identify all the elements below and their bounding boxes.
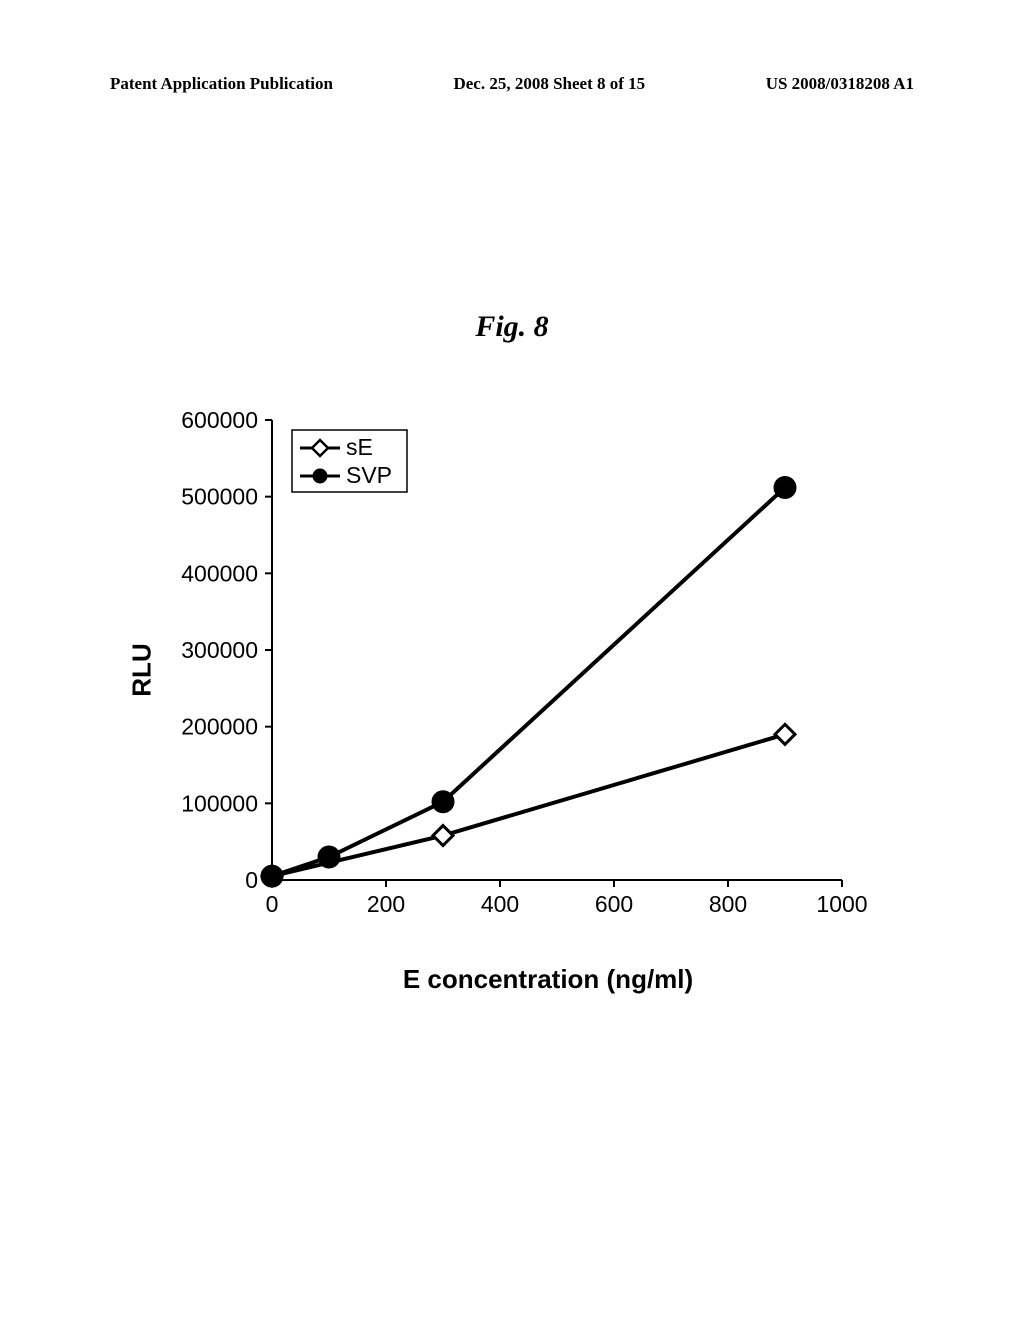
marker-SVP [261, 865, 283, 887]
y-tick-label: 300000 [181, 637, 258, 663]
figure-title: Fig. 8 [475, 310, 548, 344]
series-line-sE [272, 734, 785, 876]
x-axis-label: E concentration (ng/ml) [403, 964, 693, 995]
y-axis-label: RLU [127, 643, 158, 696]
y-tick-label: 100000 [181, 790, 258, 816]
x-tick-label: 1000 [816, 891, 867, 917]
series-line-SVP [272, 487, 785, 876]
x-tick-label: 0 [266, 891, 279, 917]
x-tick-label: 200 [367, 891, 405, 917]
marker-SVP [432, 791, 454, 813]
legend-label-SVP: SVP [346, 462, 392, 488]
legend-label-sE: sE [346, 434, 373, 460]
x-tick-label: 400 [481, 891, 519, 917]
page-header: Patent Application Publication Dec. 25, … [0, 74, 1024, 94]
x-tick-label: 800 [709, 891, 747, 917]
legend-marker-SVP [313, 469, 327, 483]
y-tick-label: 0 [245, 867, 258, 893]
marker-SVP [318, 846, 340, 868]
x-tick-label: 600 [595, 891, 633, 917]
y-tick-label: 200000 [181, 714, 258, 740]
header-center: Dec. 25, 2008 Sheet 8 of 15 [453, 74, 645, 94]
chart-container: RLU E concentration (ng/ml) 010000020000… [152, 400, 872, 940]
marker-sE [775, 724, 795, 744]
y-tick-label: 600000 [181, 407, 258, 433]
marker-SVP [774, 476, 796, 498]
marker-sE [433, 826, 453, 846]
y-tick-label: 500000 [181, 484, 258, 510]
chart-svg: 0 100000 200000 300000 400000 500000 600000 0 20… [152, 400, 872, 940]
header-right: US 2008/0318208 A1 [766, 74, 914, 94]
y-tick-label: 400000 [181, 560, 258, 586]
header-left: Patent Application Publication [110, 74, 333, 94]
